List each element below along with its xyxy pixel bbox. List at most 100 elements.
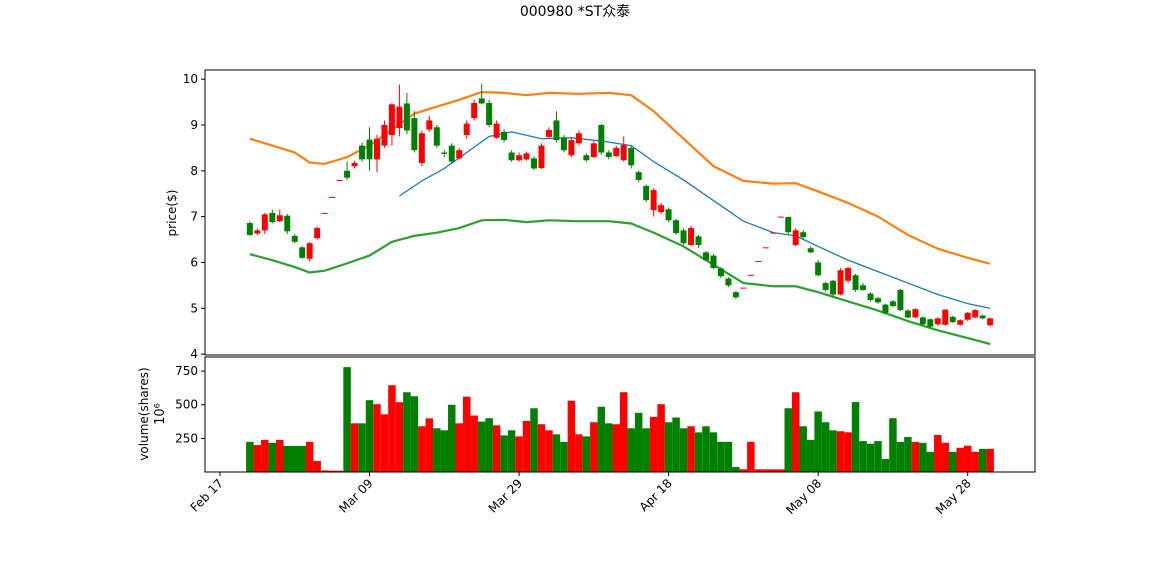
candle-body bbox=[852, 275, 859, 290]
candle-body bbox=[418, 133, 425, 164]
candle-body bbox=[299, 247, 306, 258]
candle-body bbox=[949, 316, 956, 323]
candle-body bbox=[531, 158, 537, 169]
volume-bar bbox=[290, 445, 299, 472]
x-tick-label: May 08 bbox=[783, 476, 824, 517]
volume-bar bbox=[851, 402, 860, 472]
volume-bar bbox=[859, 441, 867, 472]
candle-body bbox=[456, 150, 463, 159]
y-tick-label: 9 bbox=[190, 118, 198, 132]
y-tick-label: 7 bbox=[190, 210, 198, 224]
candle-body bbox=[665, 209, 672, 221]
band-line bbox=[399, 131, 991, 309]
candle-body bbox=[650, 190, 657, 211]
volume-bar bbox=[836, 431, 845, 472]
candle-body bbox=[860, 285, 867, 290]
volume-bar bbox=[522, 420, 531, 472]
candle-body bbox=[605, 152, 612, 158]
volume-bar bbox=[305, 441, 314, 472]
chart-title: 000980 *ST众泰 bbox=[520, 4, 630, 20]
candle-body bbox=[501, 131, 508, 141]
volume-bar bbox=[762, 469, 770, 472]
candle-body bbox=[673, 220, 680, 234]
volume-bar bbox=[455, 423, 463, 472]
candle-body bbox=[284, 215, 291, 232]
candle-body bbox=[314, 228, 321, 239]
candle-body bbox=[762, 247, 769, 249]
candle-body bbox=[590, 143, 597, 158]
volume-bar bbox=[866, 443, 875, 472]
volume-bar bbox=[358, 423, 366, 472]
candle-body bbox=[583, 155, 590, 161]
volume-bar bbox=[934, 435, 942, 472]
candle-body bbox=[628, 147, 635, 166]
candle-body bbox=[770, 232, 777, 234]
volume-bar bbox=[702, 426, 710, 472]
y-tick-label: 10 bbox=[183, 72, 198, 86]
volume-bar bbox=[904, 437, 912, 472]
candle-body bbox=[321, 212, 328, 214]
volume-bar bbox=[605, 423, 613, 472]
volume-bar bbox=[747, 441, 755, 472]
volume-bar bbox=[709, 432, 718, 472]
volume-bar bbox=[949, 451, 957, 472]
candle-body bbox=[635, 172, 642, 180]
candle-body bbox=[598, 124, 605, 153]
candle-body bbox=[830, 280, 837, 295]
volume-bar bbox=[926, 451, 935, 472]
volume-bar bbox=[440, 430, 449, 472]
candle-body bbox=[822, 283, 829, 290]
candle-body bbox=[710, 255, 717, 268]
candle-body bbox=[553, 120, 560, 141]
candle-body bbox=[897, 289, 904, 311]
candle-body bbox=[643, 185, 650, 201]
volume-bar bbox=[874, 441, 882, 472]
volume-bar bbox=[380, 414, 389, 472]
volume-tick-label: 250 bbox=[175, 431, 198, 445]
price-frame bbox=[204, 69, 1036, 356]
volume-bar bbox=[642, 428, 650, 472]
volume-bar bbox=[268, 442, 277, 472]
volume-bar bbox=[537, 424, 546, 472]
candle-body bbox=[680, 230, 687, 244]
volume-bar bbox=[507, 430, 516, 472]
candle-body bbox=[508, 152, 515, 161]
candle-body bbox=[732, 292, 739, 298]
volume-bar bbox=[911, 441, 920, 472]
candle-body bbox=[291, 235, 298, 242]
y-axis-label: price($) bbox=[165, 190, 179, 237]
candle-body bbox=[957, 320, 964, 325]
x-tick-label: Feb 17 bbox=[188, 476, 226, 514]
candle-body bbox=[837, 270, 844, 295]
volume-bar bbox=[552, 434, 561, 472]
volume-bar bbox=[978, 448, 987, 472]
candle-body bbox=[987, 318, 994, 326]
candle-body bbox=[411, 118, 418, 151]
volume-tick-label: 750 bbox=[175, 364, 198, 378]
candle-body bbox=[934, 318, 941, 325]
volume-bar bbox=[500, 435, 508, 472]
candle-body bbox=[523, 153, 530, 160]
volume-bar bbox=[769, 469, 778, 472]
volume-bar bbox=[403, 392, 411, 472]
volume-bar bbox=[754, 469, 763, 472]
candle-body bbox=[471, 102, 478, 119]
volume-bar bbox=[365, 400, 374, 472]
volume-bar bbox=[732, 467, 740, 472]
volume-bar bbox=[597, 406, 606, 472]
volume-bar bbox=[881, 458, 890, 472]
volume-bar bbox=[492, 425, 501, 472]
candle-body bbox=[329, 196, 336, 198]
candle-body bbox=[441, 152, 448, 154]
candle-body bbox=[815, 262, 822, 276]
candle-body bbox=[545, 130, 552, 137]
candle-body bbox=[845, 267, 852, 281]
candle-body bbox=[568, 140, 575, 156]
candle-body bbox=[904, 310, 911, 318]
candle-body bbox=[493, 123, 500, 138]
candle-body bbox=[964, 312, 971, 320]
volume-bar bbox=[664, 422, 673, 472]
volume-bar bbox=[567, 400, 576, 472]
candle-body bbox=[246, 223, 253, 235]
candle-body bbox=[912, 309, 919, 318]
